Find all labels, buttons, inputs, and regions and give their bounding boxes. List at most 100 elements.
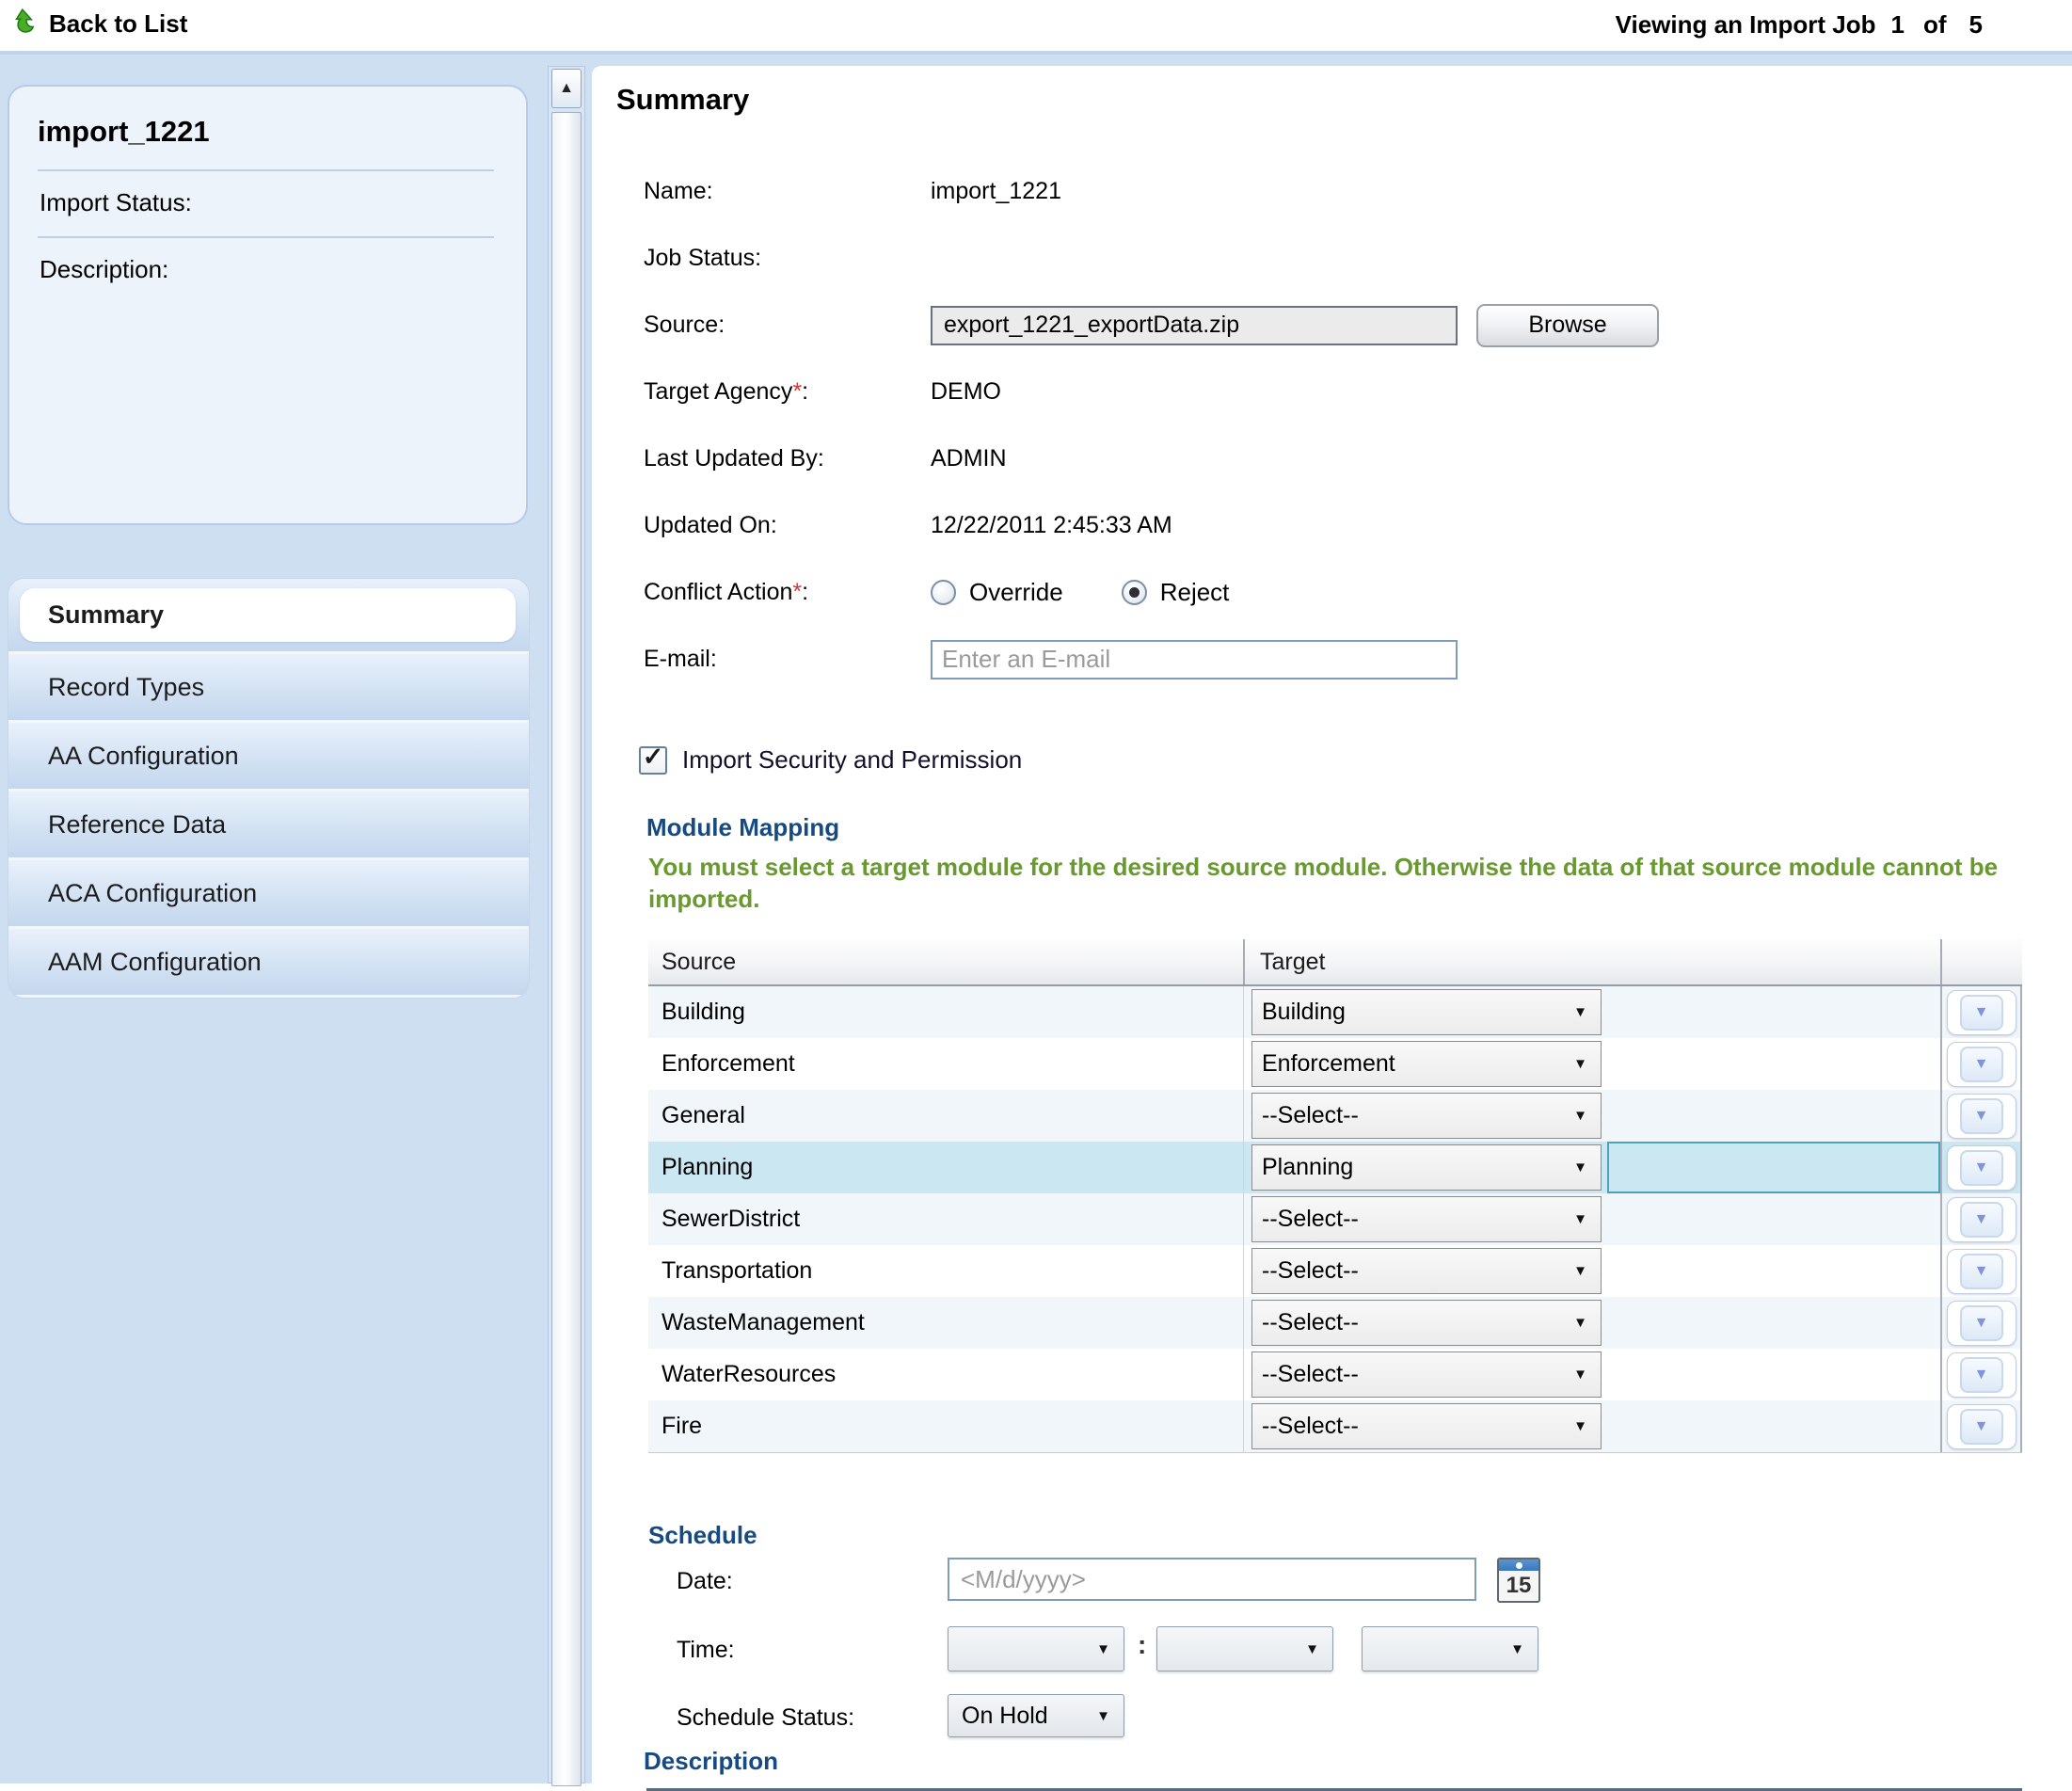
name-label: Name: (644, 178, 713, 204)
chevron-down-icon: ▼ (1959, 1046, 2003, 1082)
source-file-input[interactable] (931, 305, 1458, 345)
target-module-select[interactable]: Planning ▼ (1251, 1144, 1602, 1191)
time-hour-select[interactable]: ▼ (948, 1626, 1124, 1671)
page-total: 5 (1968, 10, 1983, 39)
table-row: SewerDistrict --Select-- ▼ ▼ (648, 1193, 2022, 1245)
sidebar-item-aca-configuration[interactable]: ACA Configuration (8, 860, 529, 929)
form-row-target-agency: Target Agency*: DEMO (644, 359, 2072, 425)
row-menu-button[interactable]: ▼ (1946, 989, 2016, 1035)
row-menu-button[interactable]: ▼ (1946, 1196, 2016, 1242)
description-title: Description (644, 1747, 779, 1775)
schedule-status-select[interactable]: On Hold ▼ (948, 1694, 1124, 1737)
target-select-value: Planning (1262, 1154, 1354, 1180)
target-module-select[interactable]: --Select-- ▼ (1251, 1403, 1602, 1449)
target-module-select[interactable]: --Select-- ▼ (1251, 1248, 1602, 1294)
chevron-down-icon: ▼ (1096, 1640, 1110, 1657)
row-menu-button[interactable]: ▼ (1946, 1041, 2016, 1087)
scrollbar-up-button[interactable]: ▲ (551, 69, 582, 108)
radio-button-icon[interactable] (931, 580, 956, 605)
sidebar-item-summary[interactable]: Summary (8, 579, 529, 654)
table-row: Fire --Select-- ▼ ▼ (648, 1400, 2022, 1452)
sidebar-item-label: AAM Configuration (48, 947, 262, 976)
table-row: General --Select-- ▼ ▼ (648, 1090, 2022, 1142)
top-bar: Back to List Viewing an Import Job 1 of … (0, 0, 2072, 55)
row-menu-button[interactable]: ▼ (1946, 1093, 2016, 1139)
radio-label: Reject (1159, 578, 1230, 606)
scrollbar-thumb[interactable] (551, 112, 582, 1786)
chevron-down-icon: ▼ (1305, 1640, 1319, 1657)
actions-column-header (1940, 939, 2022, 984)
row-menu-button[interactable]: ▼ (1946, 1351, 2016, 1398)
target-select-value: --Select-- (1262, 1102, 1359, 1128)
target-module-select[interactable]: --Select-- ▼ (1251, 1093, 1602, 1139)
table-row: Building Building ▼ ▼ (648, 986, 2022, 1038)
table-header-row: Source Target (648, 939, 2022, 986)
date-label: Date: (677, 1567, 733, 1594)
email-input[interactable] (931, 639, 1458, 680)
form-row-updated-on: Updated On: 12/22/2011 2:45:33 AM (644, 492, 2072, 559)
vertical-scrollbar[interactable]: ▲ (548, 66, 585, 1786)
browse-button[interactable]: Browse (1476, 303, 1659, 347)
radio-button-icon[interactable] (1121, 580, 1147, 605)
viewing-label: Viewing an Import Job (1615, 10, 1876, 39)
actions-cell: ▼ (1940, 1349, 2022, 1400)
target-module-select[interactable]: --Select-- ▼ (1251, 1351, 1602, 1398)
table-row: Planning Planning ▼ ▼ (648, 1142, 2022, 1193)
actions-cell: ▼ (1940, 1297, 2022, 1349)
date-input[interactable] (948, 1558, 1476, 1601)
back-to-list-link[interactable]: Back to List (9, 8, 187, 40)
calendar-icon[interactable]: 15 (1497, 1558, 1540, 1603)
source-cell: WaterResources (661, 1361, 837, 1387)
row-menu-button[interactable]: ▼ (1946, 1144, 2016, 1191)
import-security-checkbox[interactable]: ✓ (639, 743, 667, 775)
row-menu-button[interactable]: ▼ (1946, 1300, 2016, 1346)
chevron-down-icon: ▼ (1096, 1707, 1110, 1724)
target-select-value: Building (1262, 999, 1346, 1025)
actions-cell: ▼ (1940, 986, 2022, 1038)
viewing-job-counter: Viewing an Import Job 1 of 5 (1616, 10, 1983, 40)
target-cell: --Select-- ▼ (1243, 1349, 1940, 1400)
name-value: import_1221 (931, 178, 1061, 204)
conflict-option-reject[interactable]: Reject (1121, 578, 1230, 607)
module-mapping-title: Module Mapping (646, 813, 840, 841)
source-label: Source: (644, 312, 725, 338)
page-background: import_1221 Import Status: Description: … (0, 55, 2072, 1791)
module-mapping-body: Building Building ▼ ▼ Enforcement Enforcement… (648, 986, 2022, 1452)
sidebar-item-aa-configuration[interactable]: AA Configuration (8, 723, 529, 792)
chevron-down-icon: ▼ (1573, 1418, 1587, 1434)
chevron-down-icon: ▼ (1573, 1211, 1587, 1227)
target-module-select[interactable]: Building ▼ (1251, 989, 1602, 1035)
form-row-last-updated-by: Last Updated By: ADMIN (644, 425, 2072, 492)
import-status-label: Import Status: (40, 188, 192, 216)
schedule-status-value: On Hold (962, 1702, 1048, 1729)
chevron-down-icon: ▼ (1573, 1004, 1587, 1020)
target-cell: Planning ▼ (1243, 1142, 1940, 1193)
target-cell: --Select-- ▼ (1243, 1245, 1940, 1297)
target-module-select[interactable]: Enforcement ▼ (1251, 1041, 1602, 1087)
target-select-value: --Select-- (1262, 1206, 1359, 1232)
target-module-select[interactable]: --Select-- ▼ (1251, 1196, 1602, 1242)
checkmark-icon: ✓ (642, 743, 664, 771)
time-colon: : (1138, 1630, 1147, 1659)
sidebar-nav: Summary Record Types AA Configuration Refer… (8, 578, 530, 999)
time-minute-select[interactable]: ▼ (1156, 1626, 1333, 1671)
actions-cell: ▼ (1940, 1400, 2022, 1452)
row-menu-button[interactable]: ▼ (1946, 1403, 2016, 1449)
time-ampm-select[interactable]: ▼ (1362, 1626, 1538, 1671)
module-mapping-table: Source Target Building Building ▼ ▼ Enforcem… (648, 939, 2022, 1453)
target-module-select[interactable]: --Select-- ▼ (1251, 1300, 1602, 1346)
conflict-option-override[interactable]: Override (931, 578, 1063, 607)
conflict-options: Override Reject (931, 578, 1287, 607)
back-arrow-icon (9, 8, 41, 40)
source-cell: Planning (661, 1154, 754, 1180)
email-label: E-mail: (644, 646, 717, 672)
job-title: import_1221 (38, 115, 210, 148)
sidebar-item-reference-data[interactable]: Reference Data (8, 792, 529, 860)
form-row-source: Source: Browse (644, 292, 2072, 359)
sidebar-item-aam-configuration[interactable]: AAM Configuration (8, 929, 529, 998)
form-row-email: E-mail: (644, 626, 2072, 693)
chevron-down-icon: ▼ (1573, 1367, 1587, 1383)
sidebar-item-record-types[interactable]: Record Types (8, 654, 529, 723)
row-menu-button[interactable]: ▼ (1946, 1248, 2016, 1294)
sidebar-item-label: Reference Data (48, 809, 227, 839)
